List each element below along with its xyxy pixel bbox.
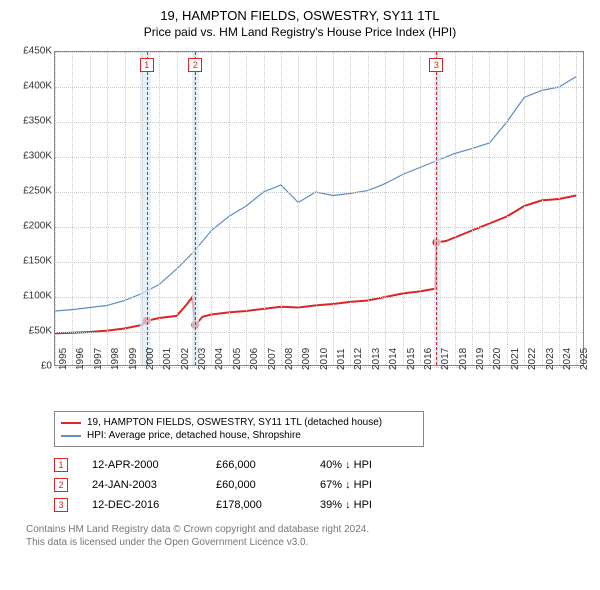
x-gridline xyxy=(559,52,560,365)
event-number-box: 3 xyxy=(54,498,68,512)
y-tick-label: £300K xyxy=(12,151,52,162)
event-price: £66,000 xyxy=(216,459,296,471)
x-gridline xyxy=(507,52,508,365)
x-gridline xyxy=(489,52,490,365)
x-gridline xyxy=(542,52,543,365)
y-tick-label: £150K xyxy=(12,256,52,267)
x-gridline xyxy=(72,52,73,365)
y-gridline xyxy=(55,297,583,298)
x-gridline xyxy=(229,52,230,365)
x-gridline xyxy=(368,52,369,365)
chart-lines xyxy=(55,52,585,367)
event-delta: 39% ↓ HPI xyxy=(320,499,372,511)
x-gridline xyxy=(107,52,108,365)
y-gridline xyxy=(55,87,583,88)
y-tick-label: £350K xyxy=(12,116,52,127)
x-gridline xyxy=(177,52,178,365)
x-gridline xyxy=(264,52,265,365)
legend: 19, HAMPTON FIELDS, OSWESTRY, SY11 1TL (… xyxy=(54,411,424,447)
x-gridline xyxy=(246,52,247,365)
footer-line-2: This data is licensed under the Open Gov… xyxy=(26,536,588,549)
footer-attribution: Contains HM Land Registry data © Crown c… xyxy=(26,523,588,549)
legend-label: 19, HAMPTON FIELDS, OSWESTRY, SY11 1TL (… xyxy=(87,417,382,428)
y-gridline xyxy=(55,52,583,53)
x-gridline xyxy=(298,52,299,365)
event-price: £60,000 xyxy=(216,479,296,491)
event-price: £178,000 xyxy=(216,499,296,511)
x-gridline xyxy=(576,52,577,365)
x-gridline xyxy=(472,52,473,365)
event-marker-box: 3 xyxy=(429,58,443,72)
event-delta: 40% ↓ HPI xyxy=(320,459,372,471)
x-gridline xyxy=(403,52,404,365)
legend-label: HPI: Average price, detached house, Shro… xyxy=(87,430,301,441)
x-gridline xyxy=(90,52,91,365)
x-gridline xyxy=(211,52,212,365)
x-gridline xyxy=(385,52,386,365)
event-line xyxy=(436,52,437,365)
x-gridline xyxy=(281,52,282,365)
event-date: 12-APR-2000 xyxy=(92,459,192,471)
event-row: 3 12-DEC-2016 £178,000 39% ↓ HPI xyxy=(54,495,588,515)
x-gridline xyxy=(420,52,421,365)
legend-row: 19, HAMPTON FIELDS, OSWESTRY, SY11 1TL (… xyxy=(61,416,417,429)
x-gridline xyxy=(437,52,438,365)
x-gridline xyxy=(159,52,160,365)
x-gridline xyxy=(142,52,143,365)
y-gridline xyxy=(55,122,583,123)
y-tick-label: £450K xyxy=(12,46,52,57)
event-line xyxy=(195,52,196,365)
event-delta: 67% ↓ HPI xyxy=(320,479,372,491)
x-gridline xyxy=(55,52,56,365)
legend-swatch xyxy=(61,435,81,437)
legend-row: HPI: Average price, detached house, Shro… xyxy=(61,429,417,442)
event-line xyxy=(147,52,148,365)
event-marker-box: 1 xyxy=(140,58,154,72)
events-table: 1 12-APR-2000 £66,000 40% ↓ HPI 2 24-JAN-2003… xyxy=(54,455,588,515)
y-tick-label: £200K xyxy=(12,221,52,232)
y-gridline xyxy=(55,157,583,158)
x-tick-label: 2025 xyxy=(579,348,600,370)
y-gridline xyxy=(55,332,583,333)
chart-title: 19, HAMPTON FIELDS, OSWESTRY, SY11 1TL xyxy=(12,8,588,23)
y-gridline xyxy=(55,192,583,193)
event-row: 2 24-JAN-2003 £60,000 67% ↓ HPI xyxy=(54,475,588,495)
event-number-box: 1 xyxy=(54,458,68,472)
chart-area: 1 2 3 £0 £50K £100K £150K £200K £250K £300K £350K… xyxy=(12,47,588,407)
event-number-box: 2 xyxy=(54,478,68,492)
x-gridline xyxy=(350,52,351,365)
legend-swatch xyxy=(61,422,81,424)
chart-subtitle: Price paid vs. HM Land Registry's House … xyxy=(12,25,588,39)
x-gridline xyxy=(333,52,334,365)
x-gridline xyxy=(455,52,456,365)
y-tick-label: £250K xyxy=(12,186,52,197)
event-date: 24-JAN-2003 xyxy=(92,479,192,491)
x-gridline xyxy=(125,52,126,365)
y-tick-label: £100K xyxy=(12,291,52,302)
x-gridline xyxy=(316,52,317,365)
y-gridline xyxy=(55,227,583,228)
y-gridline xyxy=(55,262,583,263)
event-marker-box: 2 xyxy=(188,58,202,72)
event-date: 12-DEC-2016 xyxy=(92,499,192,511)
plot: 1 2 3 xyxy=(54,51,584,366)
y-tick-label: £0 xyxy=(12,361,52,372)
event-row: 1 12-APR-2000 £66,000 40% ↓ HPI xyxy=(54,455,588,475)
y-tick-label: £400K xyxy=(12,81,52,92)
y-tick-label: £50K xyxy=(12,326,52,337)
footer-line-1: Contains HM Land Registry data © Crown c… xyxy=(26,523,588,536)
x-gridline xyxy=(524,52,525,365)
